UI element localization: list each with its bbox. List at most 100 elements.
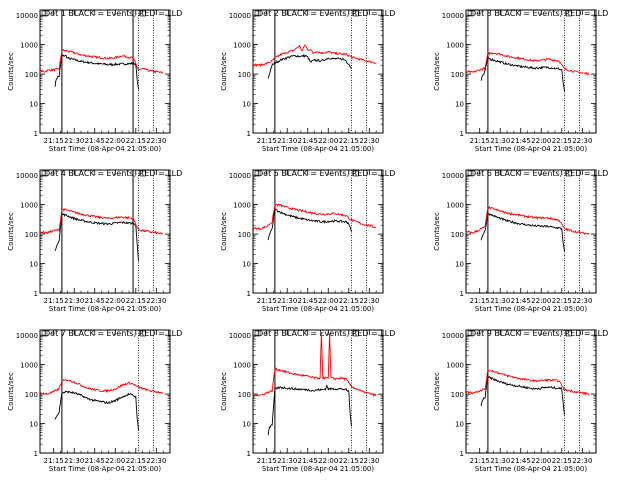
y-tick-label: 1000 (446, 202, 464, 210)
events-series-line (267, 208, 352, 241)
y-tick-label: 10000 (442, 12, 464, 20)
x-tick-label: 21:15 (470, 457, 490, 465)
y-axis-label: Counts/sec (7, 372, 15, 411)
x-axis-label: Start Time (08-Apr-04 21:05:00) (475, 145, 587, 153)
y-tick-label: 10 (242, 261, 251, 269)
panel-title: Det 5 BLACK = Events, RED = LLD (257, 169, 395, 178)
events-series-line (54, 213, 139, 262)
x-tick-label: 22:00 (318, 297, 338, 305)
y-tick-label: 100 (238, 231, 251, 239)
x-tick-label: 21:45 (298, 137, 318, 145)
y-tick-label: 1 (34, 290, 38, 298)
panel-title: Det 6 BLACK = Events, RED = LLD (470, 169, 608, 178)
panel-title: Det 8 BLACK = Events, RED = LLD (257, 329, 395, 338)
detector-panel-9: Det 9 BLACK = Events, RED = LLD 1 10 100 100… (433, 329, 608, 473)
y-tick-label: 1 (34, 450, 38, 458)
lld-series-line (39, 48, 164, 74)
events-series-line (267, 53, 352, 79)
y-tick-label: 10 (242, 421, 251, 429)
corner-marker (353, 330, 359, 337)
y-tick-label: 100 (451, 231, 464, 239)
x-tick-label: 22:30 (359, 457, 379, 465)
y-tick-label: 10 (455, 101, 464, 109)
x-tick-label: 21:30 (277, 457, 297, 465)
x-tick-label: 21:30 (64, 137, 84, 145)
x-tick-label: 22:00 (318, 137, 338, 145)
x-tick-label: 22:15 (339, 297, 359, 305)
y-tick-label: 100 (238, 391, 251, 399)
x-tick-label: 21:45 (298, 457, 318, 465)
y-tick-label: 10000 (16, 172, 38, 180)
corner-marker (353, 170, 359, 177)
y-axis-label: Counts/sec (7, 52, 15, 91)
events-series-line (267, 384, 352, 436)
y-tick-label: 1 (247, 450, 251, 458)
corner-marker (254, 330, 261, 337)
x-tick-label: 21:30 (490, 457, 510, 465)
events-series-line (54, 390, 139, 431)
y-tick-label: 1000 (233, 202, 251, 210)
corner-marker (140, 10, 146, 17)
y-tick-label: 10000 (229, 12, 251, 20)
x-tick-label: 22:30 (146, 137, 166, 145)
y-tick-label: 100 (451, 71, 464, 79)
corner-marker (254, 170, 261, 177)
y-tick-label: 10000 (16, 332, 38, 340)
y-tick-label: 10 (242, 101, 251, 109)
plot-frame (39, 329, 171, 454)
y-tick-label: 10 (455, 421, 464, 429)
x-tick-label: 21:15 (257, 297, 277, 305)
x-tick-label: 22:15 (552, 457, 572, 465)
y-tick-label: 1 (34, 130, 38, 138)
x-tick-label: 22:15 (552, 297, 572, 305)
y-tick-label: 1000 (20, 42, 38, 50)
x-tick-label: 21:15 (44, 297, 64, 305)
lld-series-line (252, 44, 377, 68)
y-tick-label: 100 (25, 231, 38, 239)
corner-marker (566, 10, 572, 17)
x-tick-label: 21:15 (470, 137, 490, 145)
x-tick-label: 22:30 (572, 137, 592, 145)
corner-marker (41, 170, 48, 177)
x-tick-label: 22:00 (531, 297, 551, 305)
y-axis-label: Counts/sec (220, 212, 228, 251)
y-tick-label: 10000 (442, 172, 464, 180)
y-tick-label: 1000 (20, 362, 38, 370)
y-tick-label: 100 (451, 391, 464, 399)
x-tick-label: 21:45 (511, 137, 531, 145)
y-tick-label: 10000 (442, 332, 464, 340)
y-tick-label: 10000 (229, 332, 251, 340)
events-series-line (480, 212, 565, 252)
lld-series-line (252, 332, 377, 397)
lld-series-line (40, 208, 164, 235)
x-tick-label: 22:15 (552, 137, 572, 145)
x-tick-label: 21:30 (490, 297, 510, 305)
x-tick-label: 22:00 (105, 457, 125, 465)
y-tick-label: 10 (29, 101, 38, 109)
x-tick-label: 21:45 (298, 297, 318, 305)
x-tick-label: 22:30 (359, 297, 379, 305)
x-axis-label: Start Time (08-Apr-04 21:05:00) (262, 465, 374, 473)
events-series-line (480, 56, 565, 92)
x-tick-label: 21:45 (85, 297, 105, 305)
x-tick-label: 22:15 (339, 457, 359, 465)
x-axis-label: Start Time (08-Apr-04 21:05:00) (475, 305, 587, 313)
y-tick-label: 10000 (229, 172, 251, 180)
corner-marker (467, 10, 474, 17)
y-tick-label: 10 (29, 421, 38, 429)
corner-marker (41, 330, 48, 337)
corner-marker (254, 10, 261, 17)
x-tick-label: 21:30 (64, 297, 84, 305)
x-tick-label: 22:00 (105, 297, 125, 305)
x-tick-label: 21:45 (85, 137, 105, 145)
y-tick-label: 100 (238, 71, 251, 79)
y-tick-label: 1000 (233, 362, 251, 370)
x-tick-label: 21:30 (64, 457, 84, 465)
x-tick-label: 21:30 (277, 297, 297, 305)
y-tick-label: 100 (25, 71, 38, 79)
y-axis-label: Counts/sec (433, 212, 441, 251)
x-tick-label: 22:30 (572, 297, 592, 305)
corner-marker (566, 170, 572, 177)
corner-marker (140, 330, 146, 337)
x-tick-label: 21:45 (511, 297, 531, 305)
